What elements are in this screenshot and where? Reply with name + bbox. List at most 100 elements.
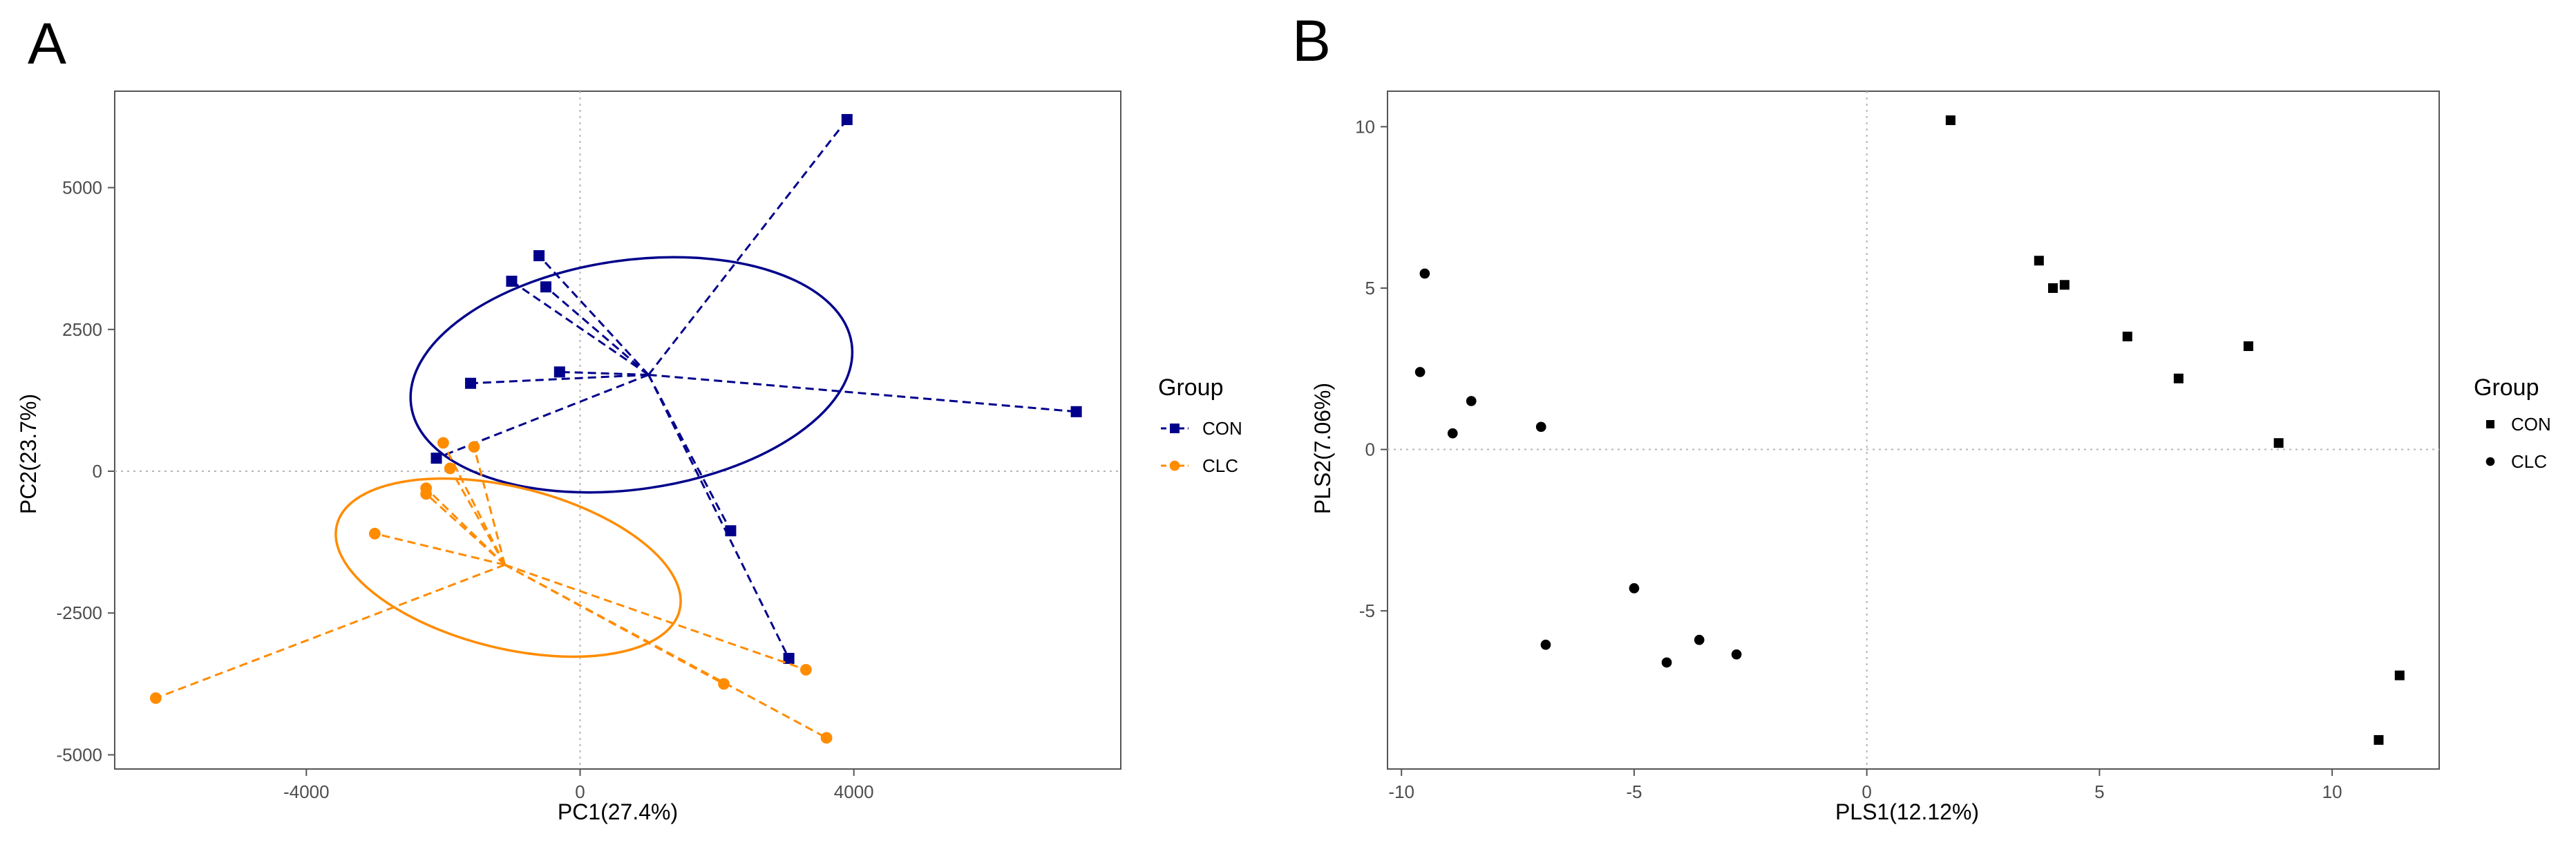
- panel-b-clc-point: [1731, 649, 1742, 660]
- panel-a-y-tick-label: 2500: [62, 319, 102, 340]
- panel-a-legend-title: Group: [1158, 374, 1224, 401]
- panel-a-clc-spider-line: [425, 493, 506, 566]
- panel-b-plot-border: [1387, 91, 2440, 770]
- panel-a-con-ellipse: [409, 256, 854, 494]
- panel-a-con-spider-line: [511, 280, 650, 376]
- panel-b-y-tick-label: 10: [1355, 116, 1375, 137]
- panel-b-x-tick-label: 0: [1862, 781, 1871, 802]
- panel-a-legend-clc-key: [1169, 460, 1180, 471]
- panel-b-y-tick-label: 5: [1365, 278, 1375, 298]
- panel-b-plot-area: -10 -5 0 5 10 -5 0 5 10: [1355, 91, 2440, 802]
- panel-a-con-point: [1070, 406, 1082, 417]
- panel-b-y-axis-title: PLS2(7.06%): [1310, 383, 1335, 514]
- panel-b-legend: Group CON CLC: [2474, 374, 2551, 472]
- panel-b-con-point: [2374, 734, 2384, 745]
- panel-a-con-spider-line: [647, 374, 790, 659]
- panel-a-con-point: [506, 276, 518, 287]
- panel-a-y-tick-label: 0: [93, 461, 102, 482]
- panel-a-con-point: [540, 281, 551, 293]
- panel-b: B -10 -5 0 5 10 -5 0 5 10 PLS1(12.12%) PLS2(7.06…: [1292, 8, 2551, 824]
- panel-b-clc-point: [1414, 367, 1426, 377]
- panel-b-clc-point: [1629, 583, 1640, 594]
- panel-b-con-point: [2394, 670, 2405, 681]
- panel-a-y-axis-title: PC2(23.7%): [16, 394, 41, 514]
- panel-b-clc-point: [1661, 657, 1672, 668]
- panel-b-legend-con-key: [2486, 420, 2494, 428]
- panel-b-con-point: [2048, 283, 2058, 293]
- panel-a-clc-point: [437, 437, 449, 449]
- panel-b-x-axis-title: PLS1(12.12%): [1835, 799, 1979, 824]
- panel-a-legend: Group CON CLC: [1158, 374, 1242, 476]
- panel-a-y-tick-label: -2500: [57, 602, 103, 623]
- panel-a-con-spider-line: [647, 119, 848, 376]
- panel-a-x-tick-label: 0: [575, 781, 585, 802]
- panel-a-clc-spider-line: [375, 532, 505, 566]
- panel-a-con-spider-line: [648, 373, 1077, 413]
- panel-b-label: B: [1292, 8, 1331, 73]
- panel-a-x-tick-label: 4000: [834, 781, 874, 802]
- panel-b-legend-con-label: CON: [2511, 414, 2551, 435]
- panel-b-x-tick-label: -5: [1626, 781, 1642, 802]
- panel-b-clc-point: [1540, 639, 1551, 650]
- panel-b-clc-point: [1694, 634, 1705, 645]
- panel-a-con-spider-line: [559, 370, 649, 376]
- panel-a-con-point: [465, 377, 477, 389]
- panel-b-clc-point: [1466, 396, 1477, 406]
- panel-a-con-point: [725, 525, 737, 537]
- panel-a-plot-area: -4000 0 4000 -5000 -2500 0 2500 5000: [57, 91, 1121, 802]
- panel-a-clc-point: [420, 488, 433, 500]
- panel-a-legend-con-label: CON: [1202, 418, 1242, 439]
- panel-b-con-point: [2122, 332, 2132, 342]
- panel-b-clc-point: [1535, 421, 1546, 433]
- panel-b-y-tick-label: -5: [1359, 600, 1375, 621]
- panel-a-con-point: [553, 366, 565, 378]
- panel-a: A -4000 0 4000 -5000 -2500 0 2500 5000 PC1(27.4…: [16, 11, 1242, 824]
- panel-b-x-tick-label: 10: [2322, 781, 2342, 802]
- panel-a-clc-point: [468, 441, 480, 453]
- panel-b-x-tick-label: -10: [1388, 781, 1414, 802]
- panel-a-legend-clc-label: CLC: [1202, 455, 1238, 476]
- panel-a-clc-point: [820, 732, 833, 744]
- panel-b-con-point: [1945, 115, 1955, 126]
- panel-b-con-point: [2273, 438, 2284, 448]
- panel-b-con-point: [2059, 280, 2070, 290]
- panel-a-clc-point: [718, 678, 730, 690]
- panel-a-clc-point: [368, 527, 381, 540]
- panel-a-con-point: [783, 652, 795, 664]
- panel-a-con-spider-line: [545, 286, 650, 376]
- panel-a-clc-point: [444, 462, 456, 475]
- panel-a-legend-con-key: [1170, 424, 1180, 433]
- panel-a-clc-spider-line: [449, 468, 506, 566]
- panel-a-clc-spider-line: [155, 564, 506, 699]
- panel-b-x-tick-label: 5: [2094, 781, 2104, 802]
- panel-b-legend-items: CON CLC: [2485, 414, 2551, 472]
- panel-a-con-spider-line: [538, 255, 650, 376]
- panel-a-clc-spider-line: [504, 564, 827, 739]
- panel-a-x-axis-title: PC1(27.4%): [558, 799, 678, 824]
- panel-a-plot-border: [114, 91, 1121, 770]
- panel-a-label: A: [28, 11, 66, 76]
- panel-a-legend-items: CON CLC: [1161, 418, 1242, 476]
- panel-a-clc-spider-line: [504, 564, 806, 671]
- panel-a-clc-ellipse: [334, 477, 682, 658]
- panel-a-con-point: [533, 250, 545, 262]
- panel-b-con-point: [2243, 341, 2253, 352]
- panel-b-con-point: [2173, 373, 2184, 383]
- panel-b-legend-clc-label: CLC: [2511, 451, 2547, 472]
- panel-a-x-tick-label: -4000: [283, 781, 330, 802]
- panel-a-y-tick-label: 5000: [62, 178, 102, 198]
- panel-b-con-point: [2034, 256, 2044, 266]
- panel-b-y-tick-label: 0: [1365, 439, 1375, 460]
- panel-a-clc-point: [799, 663, 812, 676]
- panel-a-clc-point: [150, 692, 162, 704]
- panel-a-clc-spider-line: [473, 446, 506, 565]
- panel-b-legend-clc-key: [2485, 457, 2495, 466]
- panel-b-legend-title: Group: [2474, 374, 2539, 401]
- panel-b-clc-point: [1447, 428, 1458, 439]
- panel-b-clc-point: [1419, 268, 1430, 279]
- panel-a-y-tick-label: -5000: [57, 744, 103, 765]
- panel-a-con-point: [430, 453, 442, 464]
- panel-a-clc-spider-line: [442, 442, 506, 566]
- panel-a-con-spider-line: [470, 373, 649, 385]
